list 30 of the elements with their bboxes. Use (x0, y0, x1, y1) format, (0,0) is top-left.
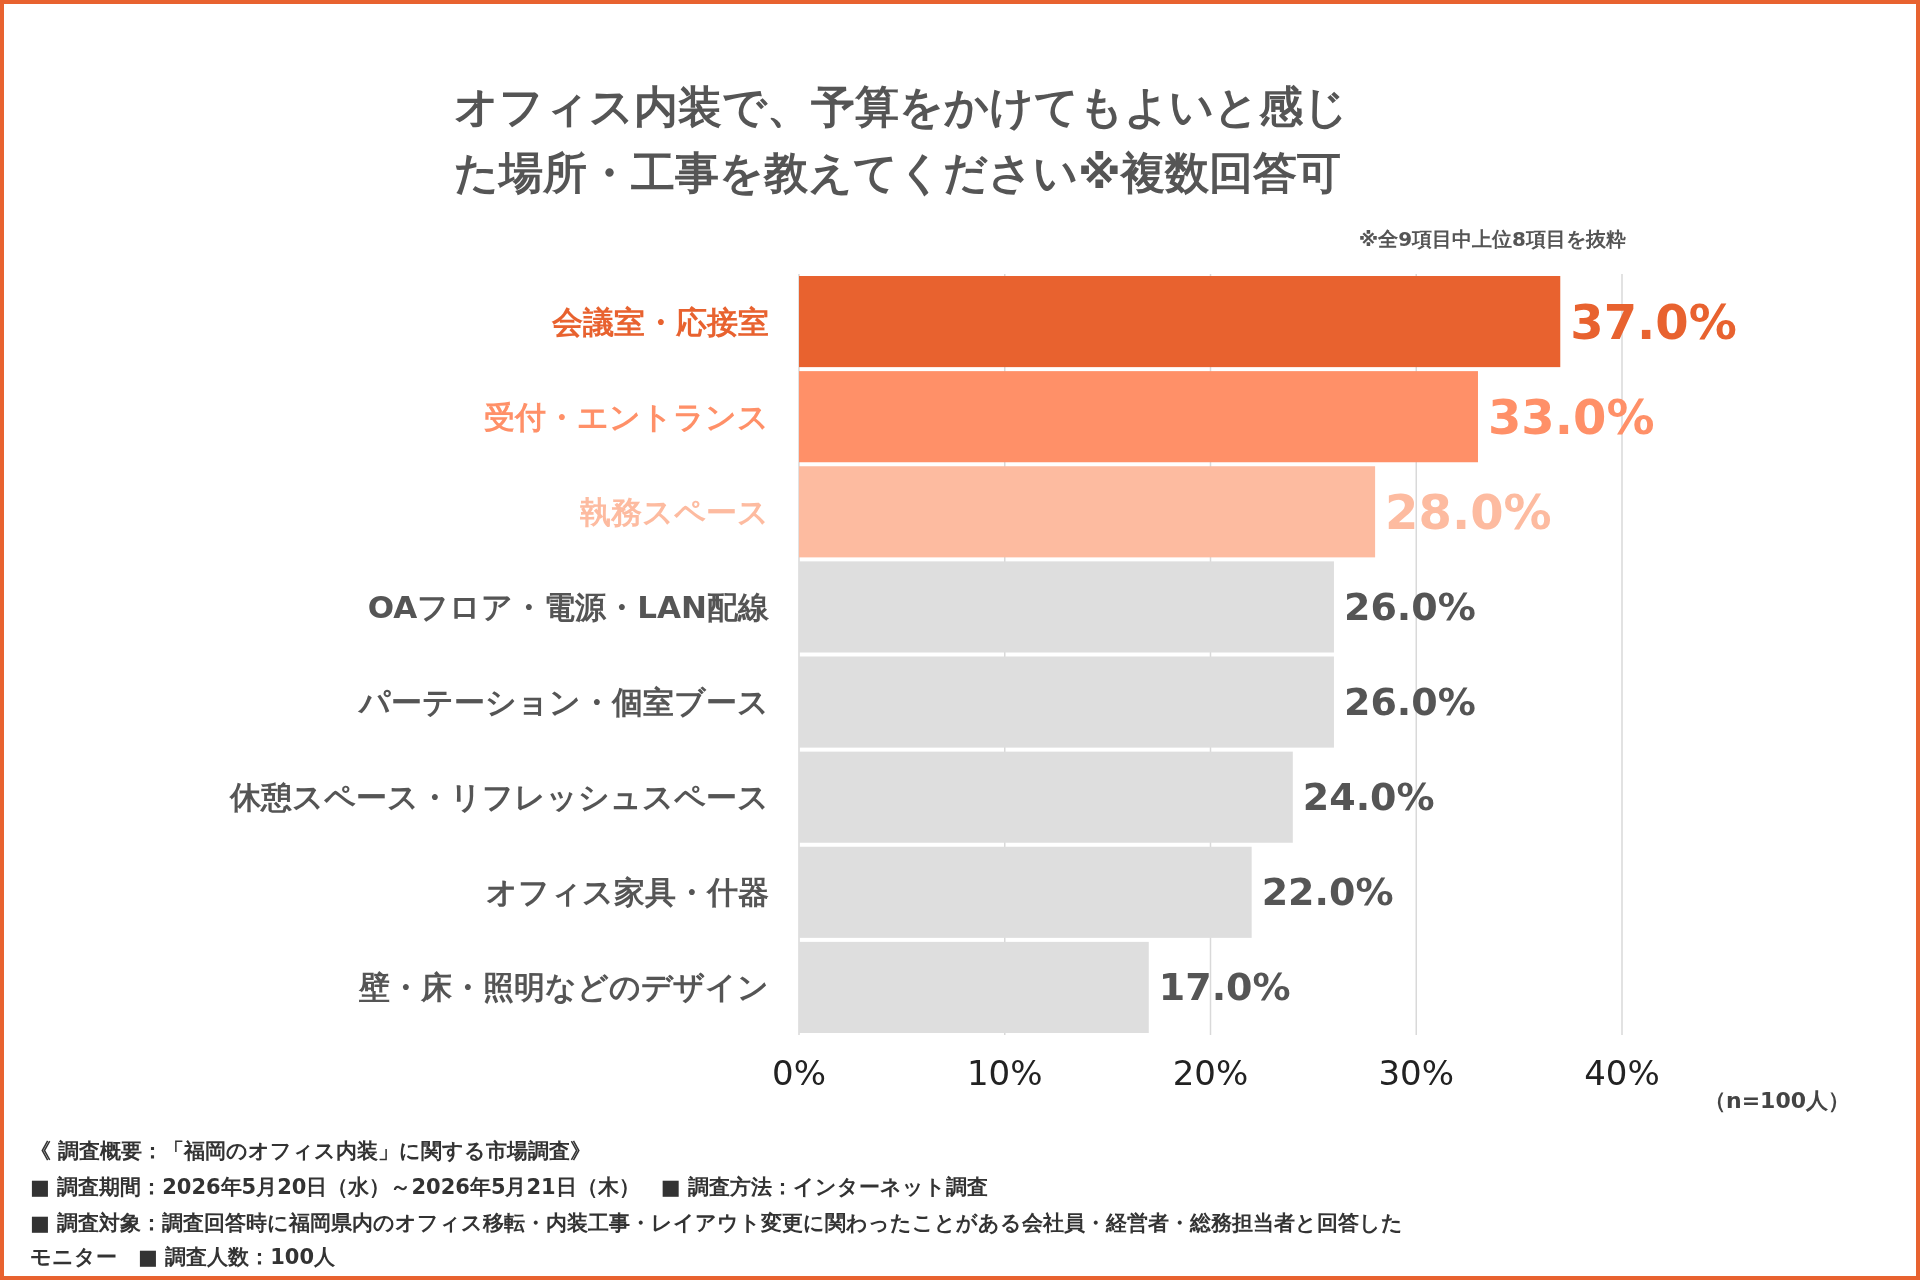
text: ■ 調査対象：調査回答時に福岡県内のオフィス移転・内装工事・レイアウト変更に関わったことがある会社員・経営者・総務担当者と回答したモニター ■ 調査人数：100人 (30, 1210, 1405, 1271)
y-tick-label: パーテーション・個室ブース (357, 684, 769, 721)
x-tick-label: 10% (966, 1053, 1043, 1093)
x-tick-label: 40% (1584, 1053, 1660, 1093)
title: オフィス内装で、予算をかけてもよいと感じた場所・工事を教えてください※複数回答可 (454, 80, 1349, 200)
y-tick-label: 壁・床・照明などのデザイン (358, 969, 769, 1006)
y-tick-label: OAフロア・電源・LAN配線 (367, 588, 770, 625)
data-label: 37.0% (1570, 293, 1737, 350)
y-tick-label: 休憩スペース・リフレッシュスペース (229, 779, 769, 816)
text: 《 調査概要：「福岡のオフィス内装」に関する市場調査》 (30, 1138, 593, 1165)
bar (799, 466, 1376, 558)
data-label: 28.0% (1385, 483, 1552, 540)
bar (799, 276, 1561, 368)
y-tick-label: 会議室・応接室 (551, 303, 769, 340)
y-tick-label: 受付・エントランス (484, 398, 769, 435)
x-tick-label: 30% (1378, 1053, 1455, 1093)
y-tick-label: 執務スペース (579, 493, 769, 530)
text: （n=100人） (1704, 1087, 1851, 1115)
data-label: 26.0% (1343, 680, 1476, 725)
x-tick-label: 0% (772, 1053, 826, 1093)
data-label: 24.0% (1302, 775, 1435, 820)
y-tick-label: オフィス家具・什器 (486, 874, 769, 911)
data-label: 22.0% (1261, 870, 1394, 915)
chart-subtitle: ※全9項目中上位8項目を抜粋 (1358, 226, 1626, 253)
text: ■ 調査期間：2026年5月20日（水）～2026年5月21日（木） ■ 調査方法：インターネット調査 (30, 1174, 989, 1201)
data-label: 33.0% (1487, 388, 1655, 445)
data-label: 17.0% (1158, 965, 1291, 1010)
data-label: 26.0% (1343, 584, 1476, 629)
bar (799, 371, 1478, 463)
x-tick-label: 20% (1172, 1053, 1249, 1093)
